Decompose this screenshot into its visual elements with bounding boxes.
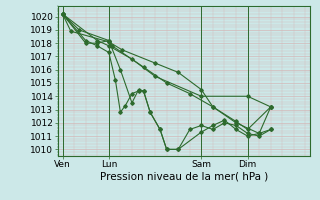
- X-axis label: Pression niveau de la mer( hPa ): Pression niveau de la mer( hPa ): [100, 172, 268, 182]
